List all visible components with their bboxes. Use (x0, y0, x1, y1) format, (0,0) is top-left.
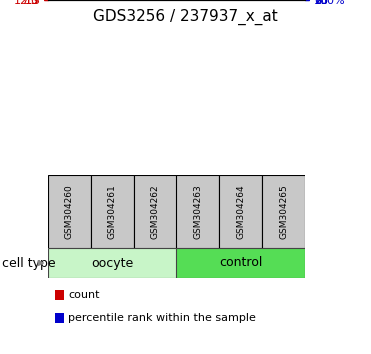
Text: GSM304261: GSM304261 (108, 184, 117, 239)
Bar (262, 175, 305, 248)
Bar (91, 175, 134, 248)
Text: GSM304262: GSM304262 (151, 184, 160, 239)
Text: GDS3256 / 237937_x_at: GDS3256 / 237937_x_at (93, 9, 278, 25)
Bar (177, 175, 219, 248)
Bar (219, 175, 262, 248)
Text: GSM304260: GSM304260 (65, 184, 74, 239)
Text: percentile rank within the sample: percentile rank within the sample (68, 313, 256, 323)
Text: GSM304263: GSM304263 (193, 184, 203, 239)
Text: GSM304264: GSM304264 (236, 184, 245, 239)
Text: control: control (219, 257, 262, 269)
Text: oocyte: oocyte (91, 257, 134, 269)
Text: count: count (68, 290, 100, 300)
Bar (48, 175, 91, 248)
Bar (134, 175, 177, 248)
Text: cell type: cell type (2, 257, 56, 269)
Bar (177, 248, 305, 278)
Bar (48, 248, 177, 278)
Text: GSM304265: GSM304265 (279, 184, 288, 239)
